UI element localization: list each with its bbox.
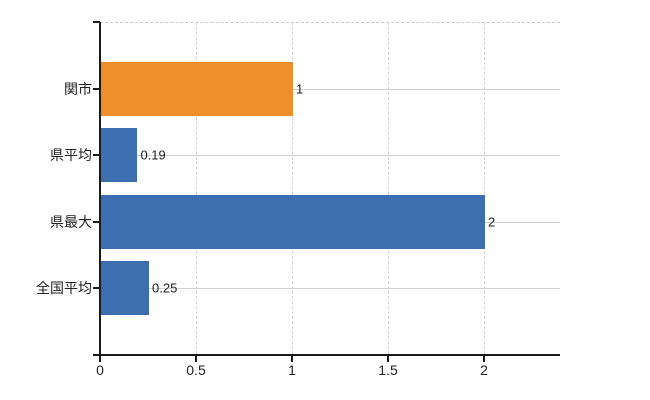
x-axis-tick [195,356,197,362]
x-tick-label: 0.5 [186,362,206,378]
bar-value-label: 0.19 [140,147,166,163]
bar-value-label: 0.25 [152,280,178,296]
y-axis-top-tick [93,21,100,23]
category-label: 関市 [64,80,92,97]
y-axis-tick [93,154,100,156]
vertical-gridline [388,22,389,354]
x-axis-tick [99,356,101,362]
x-axis-tick [483,356,485,362]
vertical-gridline [484,22,485,354]
horizontal-gridline [100,155,560,156]
bar [101,261,149,315]
plot-top-border [100,22,560,23]
x-tick-label: 1 [288,362,296,378]
y-axis-tick [93,87,100,90]
horizontal-gridline [100,88,560,90]
bar [101,194,485,249]
x-axis-tick [291,356,293,362]
vertical-gridline [196,22,197,354]
bar [101,61,293,116]
bar-value-label: 2 [488,214,496,229]
x-tick-label: 1.5 [378,362,398,378]
x-axis-tick [387,356,389,362]
category-label: 全国平均 [36,280,92,296]
x-axis [93,354,560,356]
category-label: 県平均 [50,147,92,163]
category-label: 県最大 [50,213,92,230]
x-tick-label: 2 [480,362,488,378]
y-axis-tick [93,220,100,223]
y-axis [99,22,101,356]
bar [101,128,138,182]
y-axis-tick [93,287,100,289]
horizontal-gridline [100,288,560,289]
x-tick-label: 0 [96,362,104,378]
vertical-gridline [292,22,293,354]
bar-value-label: 1 [296,81,304,96]
